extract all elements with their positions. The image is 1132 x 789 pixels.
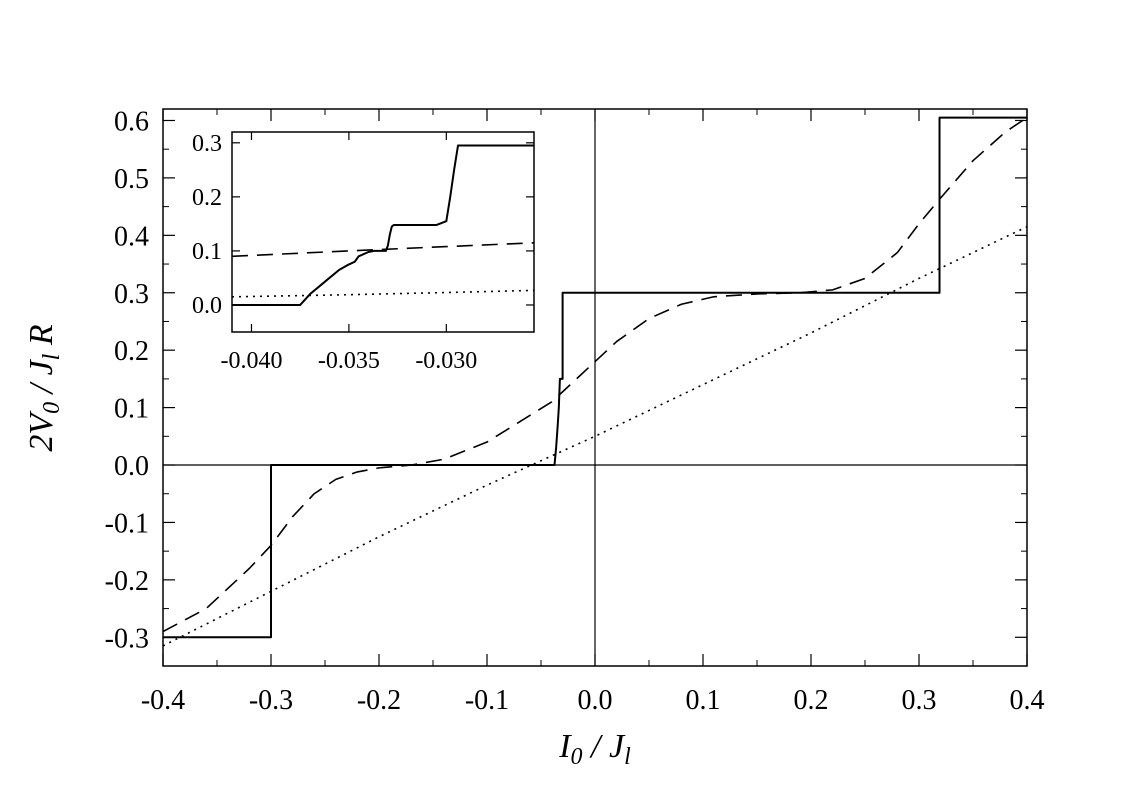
x-axis-title-part: I xyxy=(558,728,572,765)
main-x-tick-label: -0.3 xyxy=(249,685,293,716)
main-x-tick-label: -0.2 xyxy=(357,685,401,716)
main-series-group xyxy=(163,116,1027,647)
y-axis-title-part: 2V xyxy=(23,410,60,452)
y-axis-title-part: / xyxy=(23,375,60,401)
inset-y-tick-label: 0.3 xyxy=(192,131,222,157)
inset-series-solid-line xyxy=(232,144,534,306)
main-x-tick-label: -0.1 xyxy=(465,685,509,716)
y-axis-title-part: R xyxy=(23,324,60,354)
inset-y-tick-label: 0.2 xyxy=(192,185,222,211)
inset-x-tick-label: -0.040 xyxy=(220,348,282,374)
main-x-tick-label: 0.2 xyxy=(794,685,829,716)
main-y-tick-label: -0.1 xyxy=(105,508,149,539)
main-plot: -0.4 -0.3 -0.2 -0.1 0.0 0.1 0.2 0.3 0.4 -0.3 -0.2 -… xyxy=(23,106,1045,770)
main-y-tick-label: 0.0 xyxy=(114,451,149,482)
inset-x-tick-label: -0.035 xyxy=(318,348,380,374)
inset-background xyxy=(232,132,534,332)
inset-plot: -0.040 -0.035 -0.030 0.0 0.1 0.2 0.3 xyxy=(192,131,535,374)
main-series-solid-line xyxy=(163,116,1027,639)
main-y-tick-label: 0.2 xyxy=(114,336,149,367)
y-axis-title: 2V0 / Jl R xyxy=(23,324,65,452)
inset-frame xyxy=(231,131,535,333)
x-axis-title-part: l xyxy=(624,744,631,770)
main-y-tick-label: -0.2 xyxy=(105,566,149,597)
main-y-tick-label: -0.3 xyxy=(105,623,149,654)
main-y-tick-label: 0.1 xyxy=(114,394,149,425)
inset-series-group xyxy=(232,144,534,306)
main-x-tick-label: 0.0 xyxy=(578,685,613,716)
y-axis-title-part: 0 xyxy=(39,402,65,414)
main-x-tick-label: 0.1 xyxy=(686,685,721,716)
main-y-tick-label: 0.5 xyxy=(114,164,149,195)
main-series-dotted-line xyxy=(163,225,1027,647)
main-y-tick-label: 0.6 xyxy=(114,106,149,137)
main-y-tick-label: 0.3 xyxy=(114,279,149,310)
main-series-dashed-line xyxy=(163,116,1027,633)
inset-x-tick-label: -0.030 xyxy=(415,348,477,374)
main-x-tick-label: 0.4 xyxy=(1010,685,1045,716)
x-axis-title: I0 / Jl xyxy=(558,728,631,770)
inset-y-tick-label: 0.0 xyxy=(192,293,222,319)
x-axis-title-part: 0 xyxy=(571,744,583,770)
y-axis-title-part: J xyxy=(23,358,60,375)
main-y-tick-label: 0.4 xyxy=(114,221,149,252)
inset-series-dashed-line xyxy=(232,242,534,258)
main-x-tick-label: -0.4 xyxy=(141,685,185,716)
inset-y-tick-label: 0.1 xyxy=(192,239,222,265)
y-axis-title-part: l xyxy=(39,353,65,360)
x-axis-title-part: J xyxy=(609,728,626,765)
x-axis-title-part: / xyxy=(583,728,609,765)
main-x-tick-label: 0.3 xyxy=(902,685,937,716)
